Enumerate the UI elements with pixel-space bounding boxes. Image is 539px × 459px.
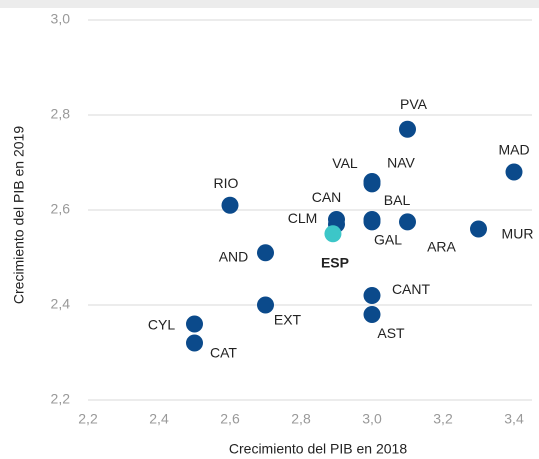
point [257,296,274,314]
point [363,175,381,193]
y-tick-label: 2,2 [51,391,71,407]
x-tick-label: 2,8 [291,411,311,427]
point-label: CANT [392,281,431,297]
y-tick-label: 3,0 [51,11,71,27]
x-axis-label: Crecimiento del PIB en 2018 [229,441,407,457]
y-tick-label: 2,8 [51,106,71,122]
point [363,306,381,323]
x-tick-label: 3,2 [433,411,453,427]
point-label: CLM [288,210,318,226]
y-tick-label: 2,6 [51,201,71,217]
point-label: CYL [148,317,175,333]
y-axis-label: Crecimiento del PIB en 2019 [11,126,27,304]
point [363,213,381,231]
point [399,213,416,231]
point-label: AST [377,325,405,341]
point-label: AND [219,248,249,264]
x-tick-label: 3,0 [362,411,382,427]
x-tick-label: 2,6 [220,411,240,427]
point [505,163,523,181]
point-label: MUR [502,226,534,242]
point [186,334,203,352]
point [470,220,487,238]
y-tick-label: 2,4 [51,296,71,312]
x-tick-label: 3,4 [504,411,524,427]
point [324,225,342,243]
point-label: CAN [312,189,342,205]
top-bar [0,0,539,8]
point-label: VAL [332,155,358,171]
point-label: BAL [384,192,411,208]
x-tick-label: 2,4 [149,411,169,427]
point-label: CAT [210,345,237,361]
x-tick-label: 2,2 [78,411,98,427]
point-label: RIO [214,175,239,191]
point [221,196,239,214]
point-label: PVA [400,96,428,112]
point [399,120,416,138]
point-label: MAD [498,142,529,158]
point [257,244,274,262]
point-label: GAL [374,232,402,248]
point-label: ARA [427,239,456,255]
point [186,315,203,333]
point-label: EXT [274,312,302,328]
point-label: NAV [387,155,415,171]
point-label: ESP [321,254,349,270]
point [363,287,381,304]
